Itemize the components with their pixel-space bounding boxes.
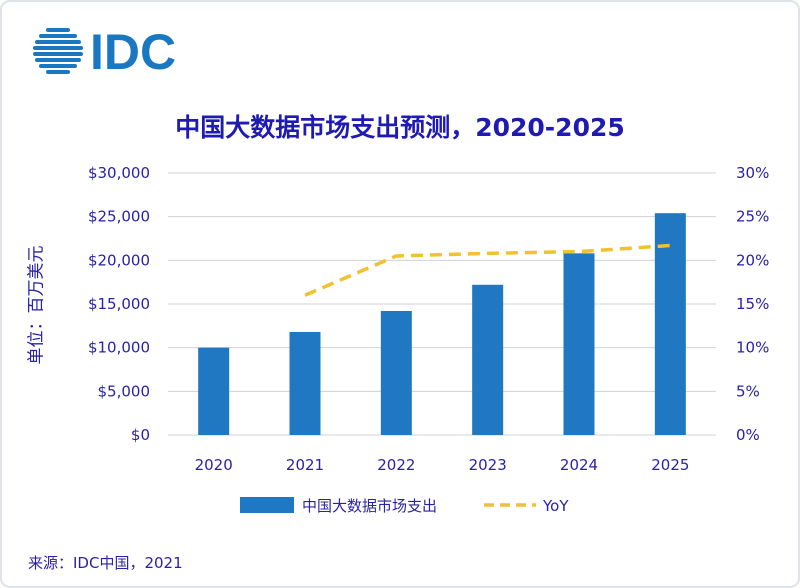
yoy-line bbox=[304, 243, 671, 297]
x-tick-label: 2023 bbox=[469, 456, 507, 474]
legend-swatch-bar bbox=[240, 497, 294, 513]
legend-label-line: YoY bbox=[542, 497, 569, 515]
bar bbox=[654, 213, 686, 435]
bar bbox=[472, 284, 504, 435]
y-left-tick-label: $20,000 bbox=[88, 251, 150, 269]
y-left-tick-label: $5,000 bbox=[98, 382, 151, 400]
x-tick-label: 2020 bbox=[195, 456, 233, 474]
y-right-tick-label: 10% bbox=[736, 339, 769, 357]
bar bbox=[563, 253, 595, 435]
y-right-tick-label: 5% bbox=[736, 382, 760, 400]
bar bbox=[380, 310, 412, 435]
x-tick-label: 2024 bbox=[560, 456, 598, 474]
globe-icon bbox=[33, 28, 83, 74]
y-left-tick-label: $15,000 bbox=[88, 295, 150, 313]
logo-text: IDC bbox=[90, 24, 176, 76]
y-right-tick-label: 25% bbox=[736, 208, 769, 226]
legend-label-bar: 中国大数据市场支出 bbox=[302, 497, 437, 515]
y-right-tick-label: 0% bbox=[736, 426, 760, 444]
y-right-tick-label: 30% bbox=[736, 164, 769, 182]
source-note: 来源：IDC中国，2021 bbox=[28, 554, 183, 572]
idc-logo: IDC bbox=[33, 24, 176, 76]
y-left-tick-label: $25,000 bbox=[88, 208, 150, 226]
y-right-tick-label: 15% bbox=[736, 295, 769, 313]
x-tick-label: 2022 bbox=[377, 456, 415, 474]
y-left-tick-label: $0 bbox=[131, 426, 150, 444]
bar bbox=[198, 347, 230, 435]
y-left-tick-label: $30,000 bbox=[88, 164, 150, 182]
x-tick-label: 2021 bbox=[286, 456, 324, 474]
bar bbox=[289, 331, 321, 435]
chart-title: 中国大数据市场支出预测，2020-2025 bbox=[175, 113, 625, 142]
y-left-tick-label: $10,000 bbox=[88, 339, 150, 357]
x-tick-label: 2025 bbox=[651, 456, 689, 474]
y-right-tick-label: 20% bbox=[736, 251, 769, 269]
